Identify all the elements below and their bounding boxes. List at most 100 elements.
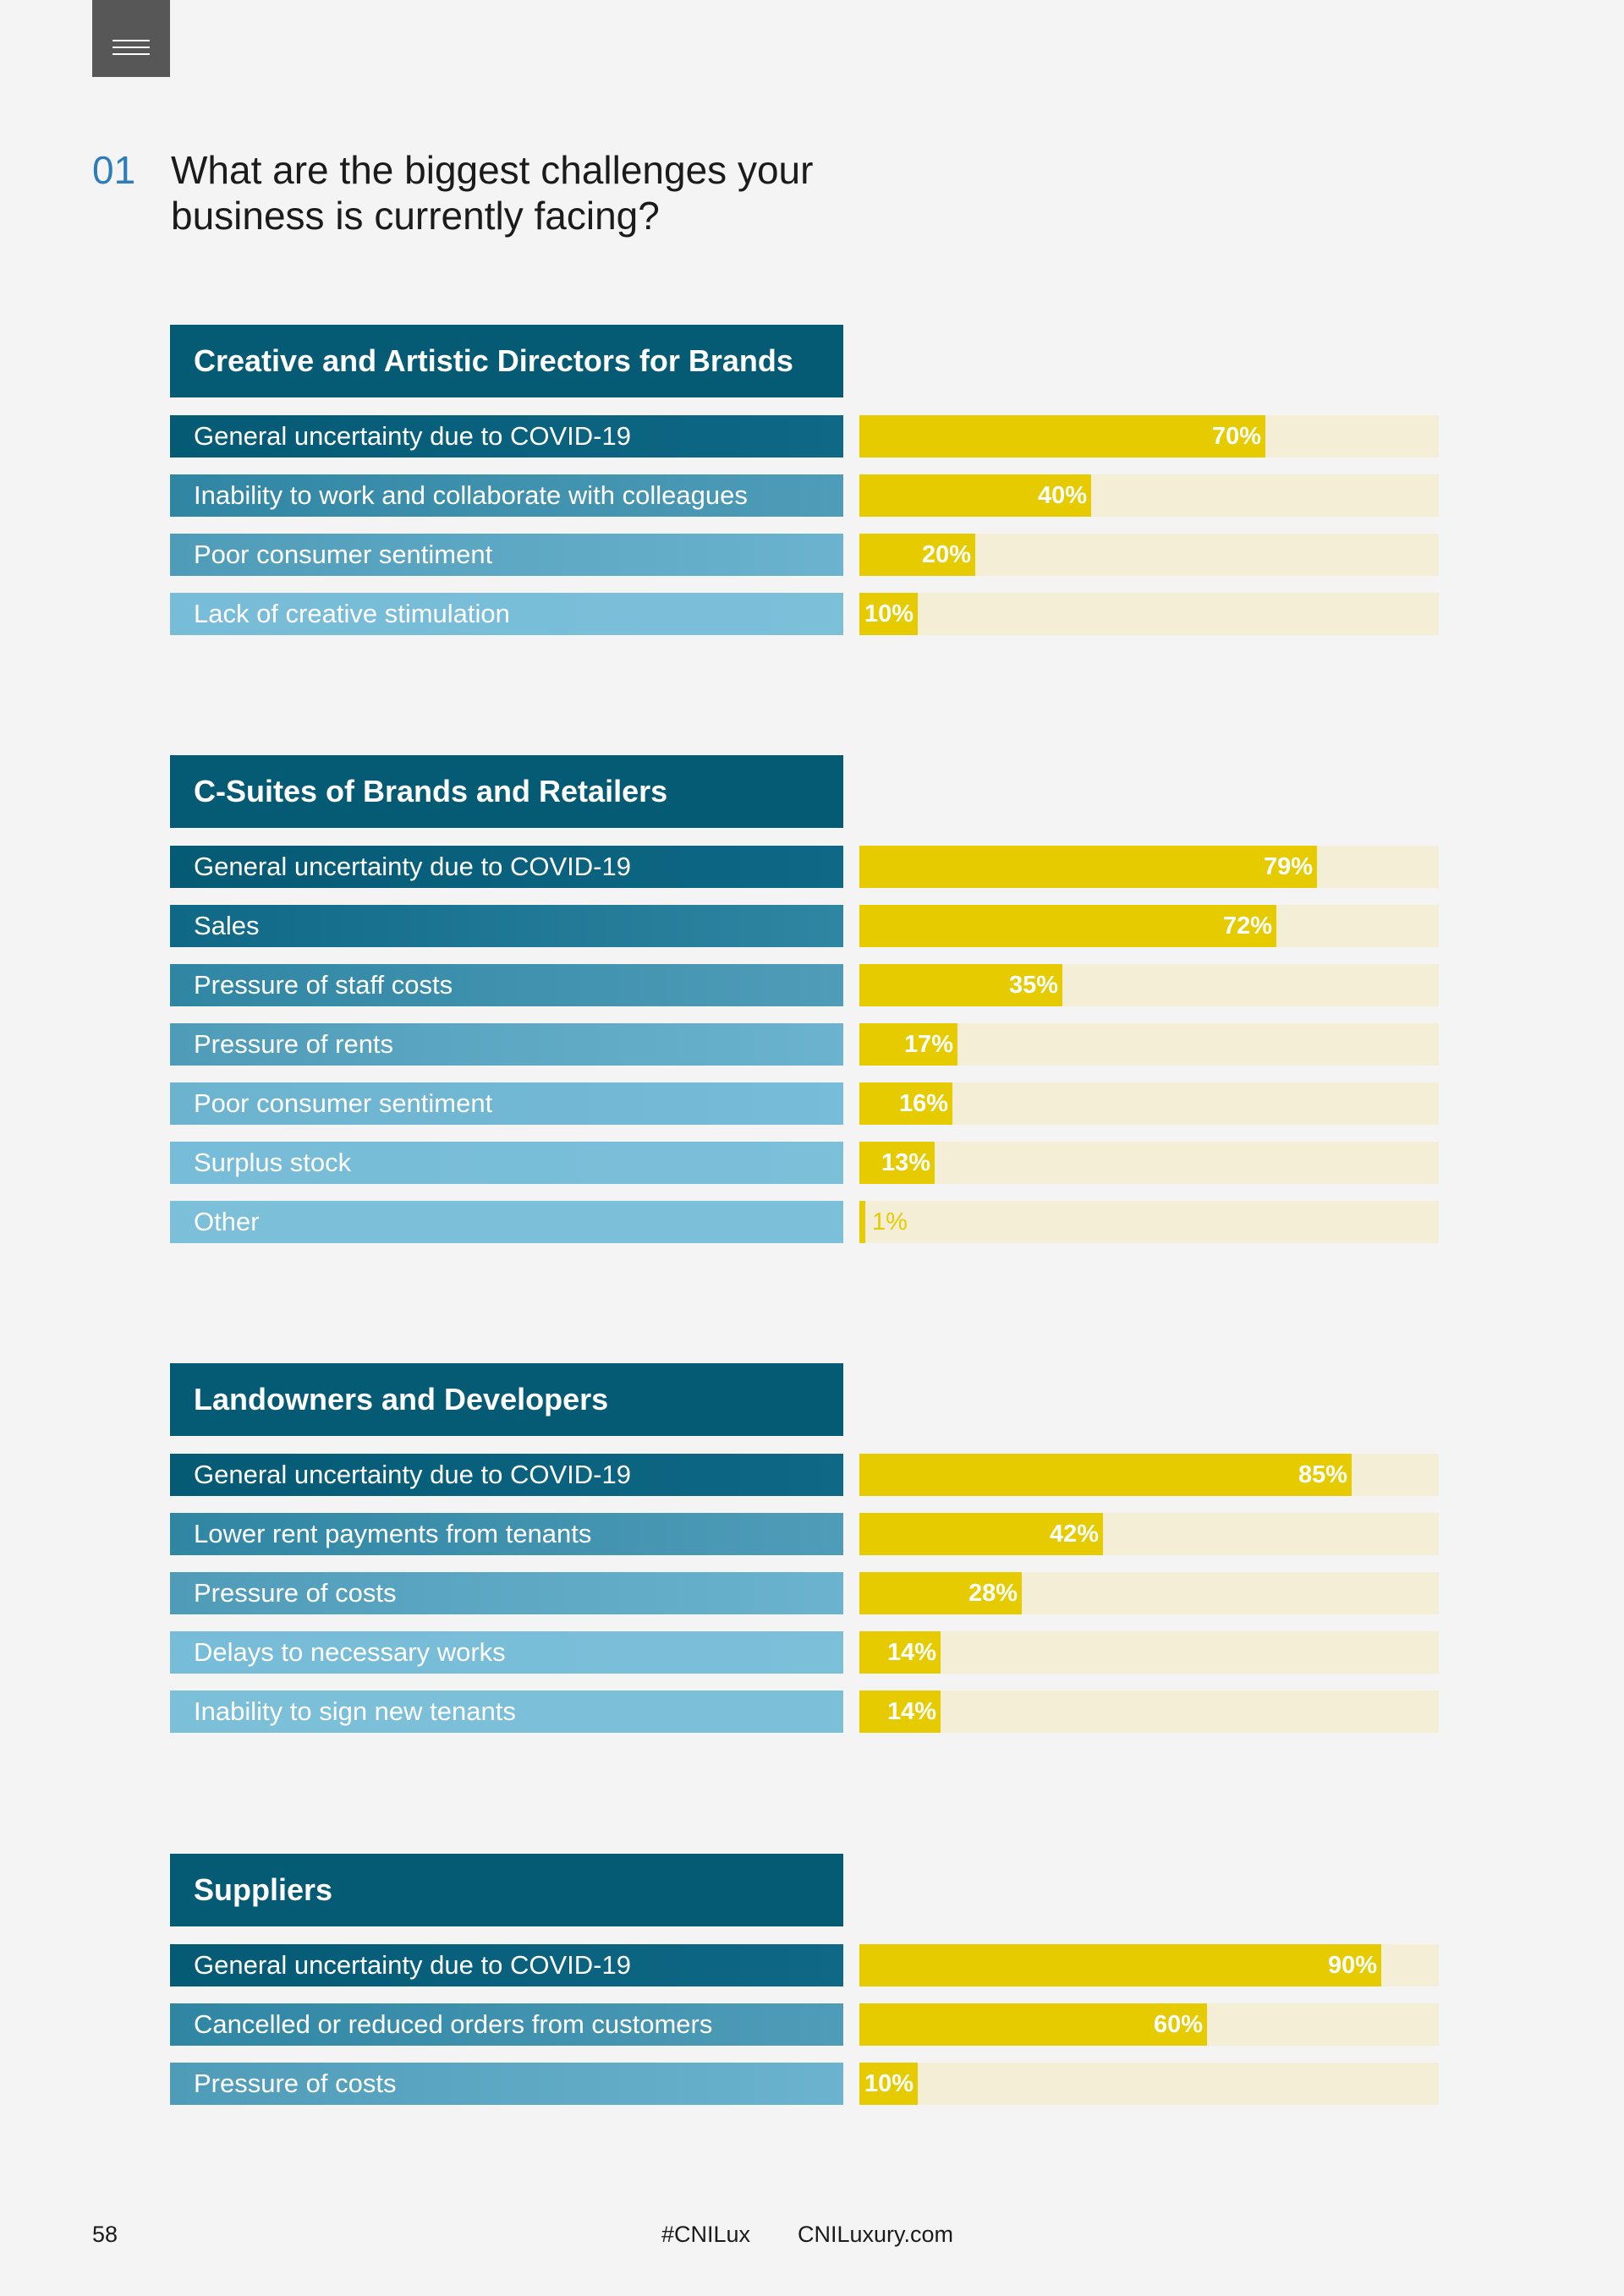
- bar-row: Other 1%: [170, 1201, 1439, 1243]
- data-label: 90%: [1327, 1952, 1377, 1979]
- data-label: 20%: [921, 541, 971, 568]
- bar-track: 20%: [859, 534, 1439, 576]
- data-label: 14%: [886, 1698, 936, 1725]
- footer-hashtag[interactable]: #CNILux: [661, 2222, 751, 2247]
- data-label: 40%: [1037, 482, 1087, 509]
- bar-row: Pressure of staff costs 35%: [170, 964, 1439, 1006]
- bar-row: Lack of creative stimulation 10%: [170, 593, 1439, 635]
- bar-track: 42%: [859, 1513, 1439, 1555]
- data-label: 14%: [886, 1639, 936, 1666]
- category-label: Pressure of costs: [170, 1572, 843, 1614]
- category-label: Pressure of rents: [170, 1023, 843, 1066]
- category-label: Delays to necessary works: [170, 1631, 843, 1674]
- category-label: Pressure of staff costs: [170, 964, 843, 1006]
- category-label: General uncertainty due to COVID-19: [170, 1944, 843, 1986]
- bar-row: Inability to sign new tenants 14%: [170, 1690, 1439, 1733]
- bar-row: Poor consumer sentiment 16%: [170, 1082, 1439, 1125]
- category-label: Surplus stock: [170, 1142, 843, 1184]
- bar-track: 35%: [859, 964, 1439, 1006]
- bar-track: 79%: [859, 846, 1439, 888]
- bar-row: Cancelled or reduced orders from custome…: [170, 2003, 1439, 2046]
- question-number: 01: [92, 148, 136, 192]
- bar-row: General uncertainty due to COVID-19 85%: [170, 1454, 1439, 1496]
- bar: [859, 2063, 918, 2105]
- bar-track: 72%: [859, 905, 1439, 947]
- bar-track: 13%: [859, 1142, 1439, 1184]
- question-text: What are the biggest challenges your bus…: [171, 148, 814, 238]
- category-label: Sales: [170, 905, 843, 947]
- category-label: General uncertainty due to COVID-19: [170, 846, 843, 888]
- bar: [859, 534, 975, 576]
- category-label: Poor consumer sentiment: [170, 1082, 843, 1125]
- bar: [859, 1142, 935, 1184]
- category-label: Lower rent payments from tenants: [170, 1513, 843, 1555]
- chart-title: Suppliers: [170, 1854, 843, 1926]
- category-label: Poor consumer sentiment: [170, 534, 843, 576]
- category-label: Inability to work and collaborate with c…: [170, 474, 843, 517]
- bar: [859, 1201, 865, 1243]
- footer-website-link[interactable]: CNILuxury.com: [798, 2222, 954, 2247]
- data-label: 79%: [1263, 853, 1313, 880]
- bar: [859, 1690, 941, 1733]
- bar: [859, 964, 1062, 1006]
- bar-track: 16%: [859, 1082, 1439, 1125]
- data-label: 1%: [872, 1208, 908, 1236]
- bar: [859, 1572, 1022, 1614]
- bar: [859, 905, 1276, 947]
- bar: [859, 1944, 1381, 1986]
- bar: [859, 846, 1317, 888]
- bar-track: 70%: [859, 415, 1439, 458]
- bar-row: Delays to necessary works 14%: [170, 1631, 1439, 1674]
- bar: [859, 474, 1091, 517]
- data-label: 72%: [1222, 912, 1272, 940]
- data-label: 17%: [903, 1031, 953, 1058]
- category-label: Cancelled or reduced orders from custome…: [170, 2003, 843, 2046]
- bar-track: 90%: [859, 1944, 1439, 1986]
- bar-row: General uncertainty due to COVID-19 90%: [170, 1944, 1439, 1986]
- data-label: 42%: [1049, 1521, 1099, 1548]
- bar: [859, 1082, 952, 1125]
- bar-row: Inability to work and collaborate with c…: [170, 474, 1439, 517]
- bar-row: Surplus stock 13%: [170, 1142, 1439, 1184]
- bar-track: 14%: [859, 1690, 1439, 1733]
- bar: [859, 1454, 1352, 1496]
- bar-row: General uncertainty due to COVID-19 70%: [170, 415, 1439, 458]
- data-label: 10%: [864, 2070, 914, 2097]
- bar: [859, 1513, 1103, 1555]
- bar-track: 85%: [859, 1454, 1439, 1496]
- data-label: 60%: [1153, 2011, 1203, 2038]
- page-number: 58: [92, 2222, 118, 2247]
- bar-track: 60%: [859, 2003, 1439, 2046]
- data-label: 85%: [1298, 1461, 1347, 1488]
- chart-title: C-Suites of Brands and Retailers: [170, 755, 843, 828]
- bar-row: Poor consumer sentiment 20%: [170, 534, 1439, 576]
- bar-track: 14%: [859, 1631, 1439, 1674]
- bar-row: Pressure of rents 17%: [170, 1023, 1439, 1066]
- bar-row: Lower rent payments from tenants 42%: [170, 1513, 1439, 1555]
- bar: [859, 2003, 1207, 2046]
- bar-track: 10%: [859, 2063, 1439, 2105]
- menu-button[interactable]: [92, 0, 170, 77]
- category-label: Pressure of costs: [170, 2063, 843, 2105]
- data-label: 10%: [864, 600, 914, 627]
- chart-title: Creative and Artistic Directors for Bran…: [170, 325, 843, 397]
- bar: [859, 1631, 941, 1674]
- bar-row: Pressure of costs 28%: [170, 1572, 1439, 1614]
- category-label: Inability to sign new tenants: [170, 1690, 843, 1733]
- bar: [859, 1023, 957, 1066]
- category-label: Other: [170, 1201, 843, 1243]
- bar-row: Sales 72%: [170, 905, 1439, 947]
- data-label: 70%: [1211, 423, 1261, 450]
- data-label: 16%: [898, 1090, 948, 1117]
- bar: [859, 593, 918, 635]
- category-label: Lack of creative stimulation: [170, 593, 843, 635]
- data-label: 13%: [881, 1149, 930, 1176]
- chart-title: Landowners and Developers: [170, 1363, 843, 1436]
- bar: [859, 415, 1265, 458]
- category-label: General uncertainty due to COVID-19: [170, 415, 843, 458]
- category-label: General uncertainty due to COVID-19: [170, 1454, 843, 1496]
- bar-row: Pressure of costs 10%: [170, 2063, 1439, 2105]
- bar-track: 17%: [859, 1023, 1439, 1066]
- bar-row: General uncertainty due to COVID-19 79%: [170, 846, 1439, 888]
- bar-track: 1%: [859, 1201, 1439, 1243]
